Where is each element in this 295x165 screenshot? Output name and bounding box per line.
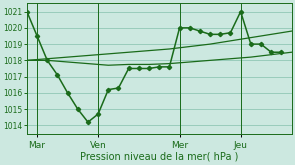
X-axis label: Pression niveau de la mer( hPa ): Pression niveau de la mer( hPa ) [80,151,238,162]
